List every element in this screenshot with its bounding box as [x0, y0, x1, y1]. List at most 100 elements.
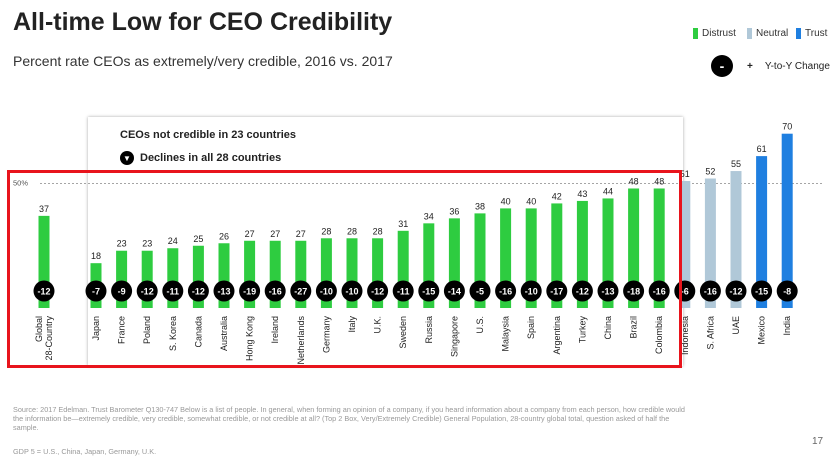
legend-neutral: Neutral — [747, 28, 788, 39]
value-label-11: 28 — [347, 226, 357, 236]
yoy-bubble-23 — [648, 280, 670, 302]
category-label-3: Poland — [142, 316, 152, 344]
bar-10 — [320, 238, 332, 308]
category-label-25: S. Africa — [705, 316, 715, 350]
reference-line-label: 50% — [13, 179, 28, 188]
value-label-24: 51 — [680, 169, 690, 179]
yoy-label-6: -13 — [217, 287, 230, 297]
yoy-bubble-13 — [392, 280, 414, 302]
category-label-15: Singapore — [449, 316, 459, 357]
category-label-1: Japan — [91, 316, 101, 341]
yoy-bubble-19 — [546, 280, 568, 302]
source-note: Source: 2017 Edelman. Trust Barometer Q1… — [13, 405, 685, 432]
category-label-17: Malaysia — [501, 316, 511, 352]
bar-23 — [653, 188, 665, 308]
yoy-label-21: -13 — [601, 287, 614, 297]
legend-distrust-label: Distrust — [702, 28, 736, 39]
yoy-label-28: -8 — [783, 287, 791, 297]
gdp-note: GDP 5 = U.S., China, Japan, Germany, U.K… — [13, 447, 157, 456]
decline-triangle-icon: ▼ — [120, 151, 134, 165]
chart-title: All-time Low for CEO Credibility — [13, 8, 393, 36]
chart-subtitle: Percent rate CEOs as extremely/very cred… — [13, 53, 393, 69]
value-label-21: 44 — [603, 186, 613, 196]
value-label-23: 48 — [654, 176, 664, 186]
bar-20 — [576, 200, 588, 308]
bar-28 — [781, 133, 793, 308]
yoy-bubble-28 — [776, 280, 798, 302]
category-label-22: Brazil — [629, 316, 639, 339]
category-label-7: Hong Kong — [245, 316, 255, 361]
category-label-28: India — [782, 316, 792, 336]
bar-9 — [295, 240, 307, 308]
bar-7 — [244, 240, 256, 308]
yoy-bubble-3 — [136, 280, 158, 302]
yoy-label-17: -16 — [499, 287, 512, 297]
category-label-24: Indonesia — [680, 316, 690, 355]
yoy-legend-label: Y-to-Y Change — [764, 60, 830, 72]
value-label-3: 23 — [142, 239, 152, 249]
legend-trust-swatch — [796, 28, 801, 39]
legend-distrust-swatch — [693, 28, 698, 39]
yoy-legend-bubble: - — [711, 55, 733, 77]
bar-0 — [38, 215, 50, 308]
yoy-bubble-2 — [111, 280, 133, 302]
category-label-26: UAE — [731, 316, 741, 335]
legend-neutral-swatch — [747, 28, 752, 39]
bar-12 — [372, 238, 384, 308]
yoy-label-20: -12 — [576, 287, 589, 297]
bar-8 — [269, 240, 281, 308]
category-label-6: Australia — [219, 316, 229, 351]
yoy-bubble-11 — [341, 280, 363, 302]
bar-24 — [679, 181, 691, 308]
yoy-label-18: -10 — [525, 287, 538, 297]
yoy-bubble-22 — [623, 280, 645, 302]
yoy-bubble-6 — [213, 280, 235, 302]
yoy-bubble-16 — [469, 280, 491, 302]
yoy-bubble-21 — [597, 280, 619, 302]
value-label-4: 24 — [168, 236, 178, 246]
bar-11 — [346, 238, 358, 308]
legend-trust: Trust — [796, 28, 827, 39]
yoy-bubble-5 — [187, 280, 209, 302]
bar-19 — [551, 203, 563, 308]
value-label-26: 55 — [731, 159, 741, 169]
value-label-6: 26 — [219, 231, 229, 241]
legend-distrust: Distrust — [693, 28, 736, 39]
category-label-5: Canada — [193, 316, 203, 348]
category-label-10: Germany — [321, 316, 331, 354]
category-label-16: U.S. — [475, 316, 485, 334]
category-label-27: Mexico — [757, 316, 767, 345]
value-label-16: 38 — [475, 201, 485, 211]
yoy-label-19: -17 — [550, 287, 563, 297]
yoy-label-11: -10 — [345, 287, 358, 297]
yoy-bubble-12 — [367, 280, 389, 302]
value-label-14: 34 — [424, 211, 434, 221]
category-label-18: Spain — [526, 316, 536, 339]
bar-3 — [141, 250, 153, 308]
bar-18 — [525, 208, 537, 308]
yoy-label-24: -6 — [681, 287, 689, 297]
value-label-9: 27 — [296, 229, 306, 239]
value-label-13: 31 — [398, 219, 408, 229]
callout-declines-text: Declines in all 28 countries — [140, 152, 282, 164]
value-label-0: 37 — [39, 204, 49, 214]
yoy-label-7: -19 — [243, 287, 256, 297]
yoy-legend-plus: + — [747, 60, 753, 72]
yoy-label-16: -5 — [476, 287, 484, 297]
yoy-label-10: -10 — [320, 287, 333, 297]
bar-26 — [730, 171, 742, 308]
category-label-19: Argentina — [552, 316, 562, 355]
yoy-bubble-17 — [495, 280, 517, 302]
value-label-15: 36 — [449, 206, 459, 216]
yoy-label-3: -12 — [141, 287, 154, 297]
yoy-bubble-26 — [725, 280, 747, 302]
value-label-8: 27 — [270, 229, 280, 239]
yoy-bubble-10 — [315, 280, 337, 302]
value-label-2: 23 — [117, 239, 127, 249]
yoy-label-8: -16 — [269, 287, 282, 297]
bar-22 — [628, 188, 640, 308]
yoy-bubble-1 — [85, 280, 107, 302]
bar-6 — [218, 243, 230, 308]
category-label-12: U.K. — [373, 316, 383, 334]
value-label-5: 25 — [193, 234, 203, 244]
